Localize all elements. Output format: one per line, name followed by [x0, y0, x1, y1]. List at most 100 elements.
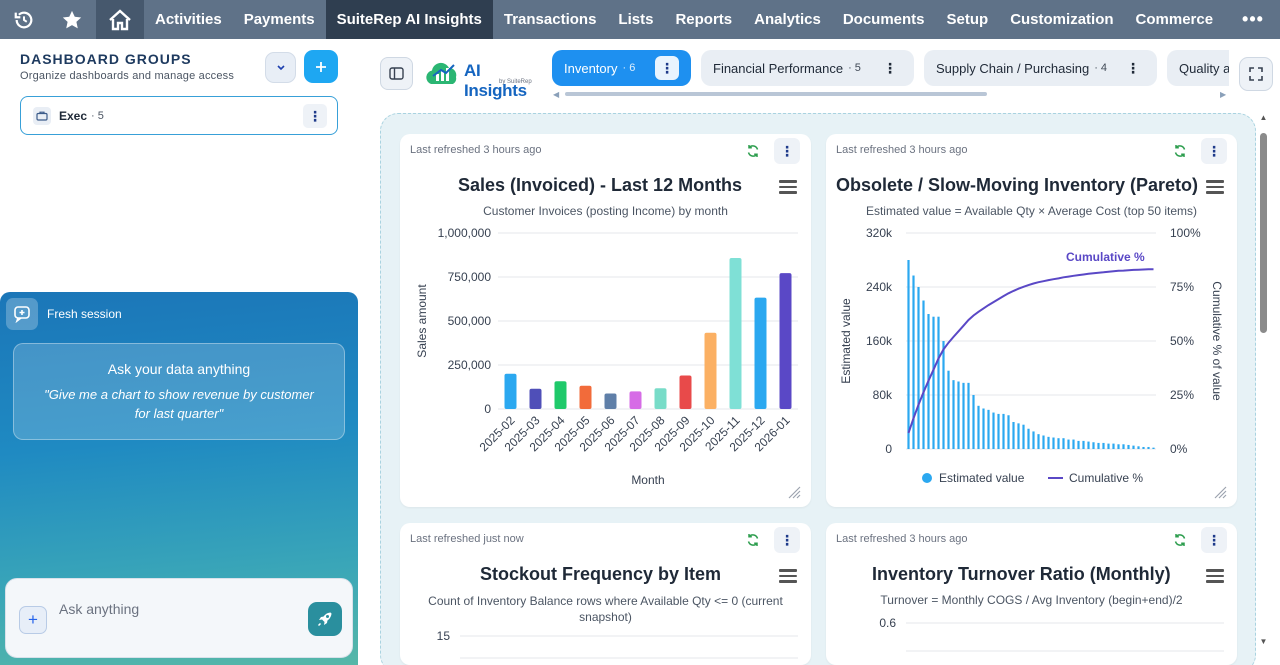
chart-menu-icon[interactable]: [779, 180, 797, 194]
bar: [987, 409, 990, 449]
nav-documents[interactable]: Documents: [842, 11, 925, 28]
bar: [977, 405, 980, 449]
group-name: Exec: [59, 108, 88, 123]
bar: [992, 412, 995, 449]
nav-transactions[interactable]: Transactions: [503, 11, 597, 28]
tab-count: · 4: [1094, 62, 1108, 74]
bar: [629, 391, 642, 409]
collapse-groups-button[interactable]: [265, 52, 296, 83]
refresh-icon[interactable]: [1170, 141, 1190, 161]
y2-axis-label: Cumulative % of value: [1210, 281, 1224, 401]
tabs-scrollbar[interactable]: [565, 92, 987, 96]
bar: [1142, 446, 1145, 449]
last-refreshed: Last refreshed just now: [410, 533, 524, 545]
refresh-icon[interactable]: [1170, 530, 1190, 550]
tab-kebab-icon[interactable]: ⋮: [1126, 59, 1140, 76]
prompt-example: "Give me a chart to show revenue by cust…: [44, 387, 314, 421]
scroll-up-icon[interactable]: ▲: [1259, 113, 1268, 122]
add-group-button[interactable]: [304, 50, 338, 83]
chart-menu-icon[interactable]: [1206, 180, 1224, 194]
chat-input[interactable]: Ask anything: [59, 601, 140, 617]
last-refreshed: Last refreshed 3 hours ago: [836, 144, 968, 156]
resize-handle-icon[interactable]: [788, 486, 801, 499]
bar: [604, 393, 617, 409]
chart-menu-icon[interactable]: [1206, 569, 1224, 583]
tabs-scroll-right-icon[interactable]: ▶: [1220, 90, 1227, 99]
scroll-down-icon[interactable]: ▼: [1259, 637, 1268, 646]
bar: [1112, 443, 1115, 449]
brand-sub: by SuiteRep: [499, 79, 532, 85]
home-icon[interactable]: [96, 0, 144, 39]
expand-icon: [1249, 67, 1263, 81]
send-rocket-icon[interactable]: [308, 602, 342, 636]
bar: [1127, 444, 1130, 449]
fullscreen-button[interactable]: [1239, 57, 1273, 91]
pareto-chart: 320k 100% 240k 75% 160k 50% 80k 25% 0 0% Cumulativ…: [839, 226, 1224, 485]
refresh-icon[interactable]: [743, 141, 763, 161]
y-tick-label: 15: [437, 629, 451, 643]
tab-financial-performance[interactable]: Financial Performance · 5 ⋮: [701, 50, 914, 86]
bar: [529, 388, 542, 409]
sales-bar-chart: 1,000,000750,000500,000250,00002025-0220…: [415, 226, 798, 487]
attach-plus-button[interactable]: +: [19, 606, 47, 634]
tabs-scroll-left-icon[interactable]: ◀: [553, 90, 560, 99]
last-refreshed: Last refreshed 3 hours ago: [836, 533, 968, 545]
tab-kebab-icon[interactable]: ⋮: [655, 56, 679, 80]
y2-tick-label: 0%: [1170, 442, 1188, 456]
nav-suiterep-ai-insights[interactable]: SuiteRep AI Insights: [325, 0, 493, 39]
bar: [1047, 436, 1050, 449]
nav-lists[interactable]: Lists: [618, 11, 654, 28]
bar: [579, 385, 592, 409]
history-icon[interactable]: [0, 0, 48, 39]
tab-label: Inventory: [564, 60, 618, 76]
dashboard-groups-title: DASHBOARD GROUPS: [20, 51, 192, 67]
sidebar-toggle-button[interactable]: [380, 57, 413, 90]
nav-setup[interactable]: Setup: [946, 11, 989, 28]
nav-reports[interactable]: Reports: [675, 11, 733, 28]
prompt-suggestion-card[interactable]: Ask your data anything "Give me a chart …: [13, 343, 345, 440]
card-kebab-icon[interactable]: ⋮: [774, 527, 800, 553]
new-chat-icon[interactable]: [6, 298, 38, 330]
brand-name: AI Insights: [464, 61, 527, 100]
nav-payments[interactable]: Payments: [243, 11, 315, 28]
tab-supply-chain-purchasing[interactable]: Supply Chain / Purchasing · 4 ⋮: [924, 50, 1157, 86]
bar: [1027, 428, 1030, 449]
bar: [1147, 446, 1150, 449]
chart-card-stockout: Last refreshed just now ⋮ Stockout Frequ…: [400, 523, 811, 665]
dashboard-groups-panel: DASHBOARD GROUPS Organize dashboards and…: [0, 39, 358, 665]
nav-commerce[interactable]: Commerce: [1135, 11, 1214, 28]
y-tick-label: 320k: [866, 226, 893, 240]
group-kebab-icon[interactable]: ⋮: [303, 104, 327, 128]
last-refreshed: Last refreshed 3 hours ago: [410, 144, 542, 156]
resize-handle-icon[interactable]: [1214, 486, 1227, 499]
group-item-exec[interactable]: Exec · 5 ⋮: [20, 96, 338, 135]
nav-customization[interactable]: Customization: [1010, 11, 1114, 28]
chart-menu-icon[interactable]: [779, 569, 797, 583]
card-kebab-icon[interactable]: ⋮: [1201, 527, 1227, 553]
bar: [1037, 434, 1040, 449]
tab-inventory[interactable]: Inventory · 6 ⋮: [552, 50, 691, 86]
nav-analytics[interactable]: Analytics: [754, 11, 821, 28]
y2-tick-label: 75%: [1170, 280, 1194, 294]
dashboard-tabs: Inventory · 6 ⋮ Financial Performance · …: [552, 50, 1229, 86]
card-kebab-icon[interactable]: ⋮: [774, 138, 800, 164]
line-annotation: Cumulative %: [1066, 250, 1145, 264]
dashboard-scrollbar[interactable]: ▲ ▼: [1258, 113, 1268, 653]
bar: [937, 316, 940, 449]
nav-activities[interactable]: Activities: [155, 11, 222, 28]
bar: [1022, 424, 1025, 449]
tab-kebab-icon[interactable]: ⋮: [883, 59, 897, 76]
card-kebab-icon[interactable]: ⋮: [1201, 138, 1227, 164]
y-tick-label: 80k: [873, 388, 893, 402]
star-icon[interactable]: [48, 0, 96, 39]
chart-subtitle: Count of Inventory Balance rows where Av…: [428, 594, 783, 624]
scrollbar-thumb[interactable]: [1260, 133, 1267, 333]
bar: [942, 341, 945, 449]
tab-quality[interactable]: Quality a: [1167, 50, 1229, 86]
bar: [1122, 444, 1125, 449]
session-label: Fresh session: [47, 307, 122, 321]
bar: [504, 373, 517, 409]
more-menu-button[interactable]: •••: [1242, 9, 1264, 29]
refresh-icon[interactable]: [743, 530, 763, 550]
bar: [729, 257, 742, 409]
